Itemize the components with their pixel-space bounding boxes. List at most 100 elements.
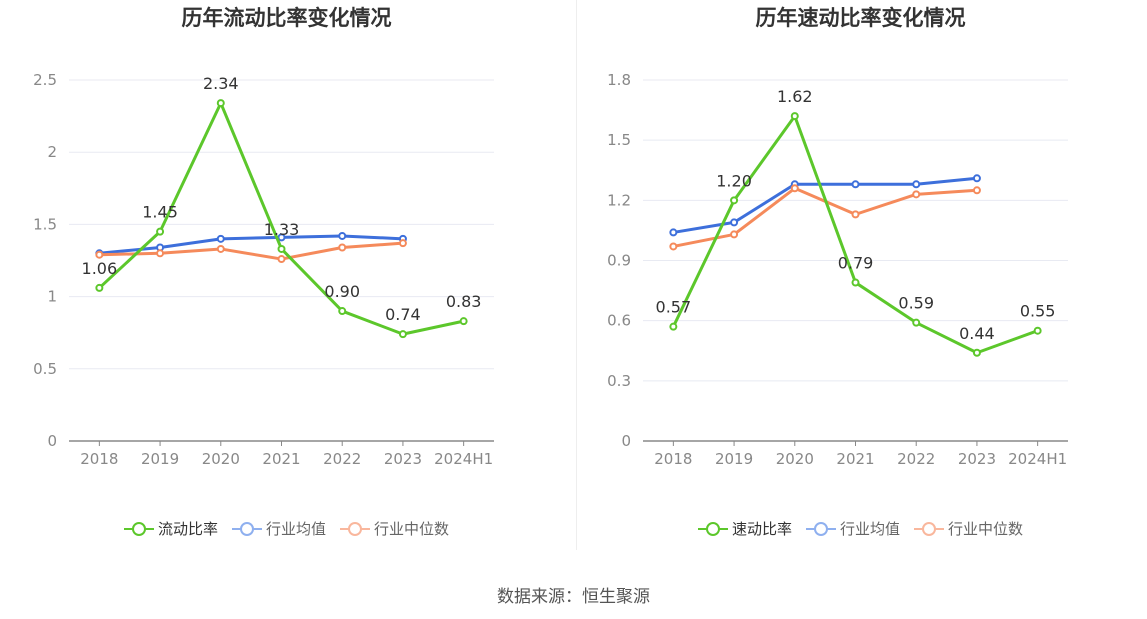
industry-median-point <box>669 242 678 251</box>
industry-average-point <box>216 234 225 243</box>
primary-ratio-point <box>277 244 286 253</box>
x-tick-label: 2024H1 <box>1008 450 1067 468</box>
industry-average-point <box>338 231 347 240</box>
primary-ratio-point <box>669 322 678 331</box>
chart-title: 历年流动比率变化情况 <box>181 6 392 30</box>
data-label: 1.33 <box>264 220 300 239</box>
x-tick-label: 2022 <box>897 450 935 468</box>
data-label: 0.59 <box>898 294 934 313</box>
industry-median-point <box>156 249 165 258</box>
primary-ratio-point <box>790 112 799 121</box>
legend-line-icon <box>123 521 154 537</box>
industry-median-point <box>730 230 739 239</box>
legend-label: 速动比率 <box>731 520 792 538</box>
industry-median-point <box>972 186 981 195</box>
y-tick-label: 0.9 <box>607 252 631 270</box>
data-label: 1.45 <box>142 203 178 222</box>
y-tick-label: 1.5 <box>607 131 631 149</box>
industry-median-point <box>277 255 286 264</box>
industry-median-point <box>790 184 799 193</box>
x-tick-label: 2023 <box>384 450 422 468</box>
data-label: 0.74 <box>385 305 421 324</box>
legend-line-icon <box>697 521 728 537</box>
panel-divider <box>576 0 577 550</box>
x-tick-label: 2022 <box>323 450 361 468</box>
data-label: 0.90 <box>324 282 360 301</box>
x-tick-label: 2019 <box>141 450 179 468</box>
primary-ratio-point <box>216 99 225 108</box>
industry-average-point <box>972 174 981 183</box>
legend-item-quick-ratio[interactable]: 速动比率 <box>697 518 792 539</box>
data-label: 0.57 <box>656 298 692 317</box>
primary-ratio-point <box>730 196 739 205</box>
primary-ratio-point <box>338 307 347 316</box>
y-tick-label: 0 <box>47 432 57 450</box>
data-label: 0.44 <box>959 324 995 343</box>
x-tick-label: 2020 <box>776 450 814 468</box>
current-ratio-plot: 0 0.5 1 1.5 2 2.5 2018 2019 2020 2021 2022 2023 2024… <box>33 71 494 468</box>
legend-item-industry-average[interactable]: 行业均值 <box>805 518 900 539</box>
x-tick-label: 2019 <box>715 450 753 468</box>
industry-median-point <box>912 190 921 199</box>
legend-item-industry-average[interactable]: 行业均值 <box>231 518 326 539</box>
legend-item-current-ratio[interactable]: 流动比率 <box>123 518 218 539</box>
y-tick-label: 1.8 <box>607 71 631 89</box>
y-tick-label: 2.5 <box>33 71 57 89</box>
data-label: 0.83 <box>446 292 482 311</box>
legend-line-icon <box>340 521 370 537</box>
x-tick-label: 2018 <box>654 450 692 468</box>
data-label: 0.79 <box>838 254 874 273</box>
legend-label: 行业中位数 <box>374 520 450 538</box>
x-tick-label: 2018 <box>80 450 118 468</box>
industry-median-point <box>95 250 104 259</box>
y-tick-label: 1.2 <box>607 191 631 209</box>
y-tick-label: 0 <box>621 432 631 450</box>
legend-label: 行业均值 <box>265 520 326 538</box>
data-source: 数据来源：恒生聚源 <box>497 587 650 607</box>
industry-average-point <box>277 233 286 242</box>
primary-ratio-point <box>398 330 407 339</box>
data-label: 1.20 <box>716 171 752 190</box>
chart-legend: 速动比率 行业均值 行业中位数 <box>574 518 1147 539</box>
quick-ratio-chart: 历年速动比率变化情况 0 0.3 0.6 0.9 1.2 1.5 1.8 2018 2019 20… <box>574 0 1147 550</box>
industry-average-line <box>99 234 403 255</box>
legend-label: 流动比率 <box>157 520 218 538</box>
industry-average-point <box>851 180 860 189</box>
primary-ratio-point <box>459 317 468 326</box>
chart-legend: 流动比率 行业均值 行业中位数 <box>0 518 573 539</box>
x-tick-label: 2021 <box>836 450 874 468</box>
legend-line-icon <box>914 521 944 537</box>
y-tick-label: 0.6 <box>607 312 631 330</box>
y-tick-label: 0.5 <box>33 360 57 378</box>
x-tick-label: 2021 <box>262 450 300 468</box>
industry-average-point <box>669 228 678 237</box>
legend-item-industry-median[interactable]: 行业中位数 <box>340 518 449 539</box>
x-tick-label: 2020 <box>202 450 240 468</box>
primary-ratio-point <box>1033 326 1042 335</box>
primary-ratio-point <box>912 318 921 327</box>
legend-item-industry-median[interactable]: 行业中位数 <box>914 518 1023 539</box>
primary-ratio-point <box>851 278 860 287</box>
y-tick-label: 0.3 <box>607 372 631 390</box>
industry-median-point <box>338 243 347 252</box>
data-label: 0.55 <box>1020 302 1056 321</box>
primary-ratio-point <box>972 348 981 357</box>
current-ratio-chart: 历年流动比率变化情况 0 0.5 1 1.5 2 2.5 2018 2019 2020 2021 2… <box>0 0 573 550</box>
data-label: 1.62 <box>777 87 813 106</box>
data-label: 1.06 <box>82 259 118 278</box>
primary-ratio-point <box>156 227 165 236</box>
primary-ratio-point <box>95 283 104 292</box>
legend-line-icon <box>805 521 836 537</box>
industry-average-point <box>912 180 921 189</box>
industry-median-point <box>851 210 860 219</box>
industry-average-point <box>730 218 739 227</box>
industry-median-point <box>216 244 225 253</box>
y-tick-label: 2 <box>47 143 57 161</box>
y-tick-label: 1 <box>47 288 57 306</box>
legend-label: 行业中位数 <box>948 520 1024 538</box>
legend-label: 行业均值 <box>839 520 900 538</box>
x-tick-label: 2023 <box>958 450 996 468</box>
industry-median-point <box>398 239 407 248</box>
legend-line-icon <box>231 521 262 537</box>
chart-title: 历年速动比率变化情况 <box>755 6 966 30</box>
